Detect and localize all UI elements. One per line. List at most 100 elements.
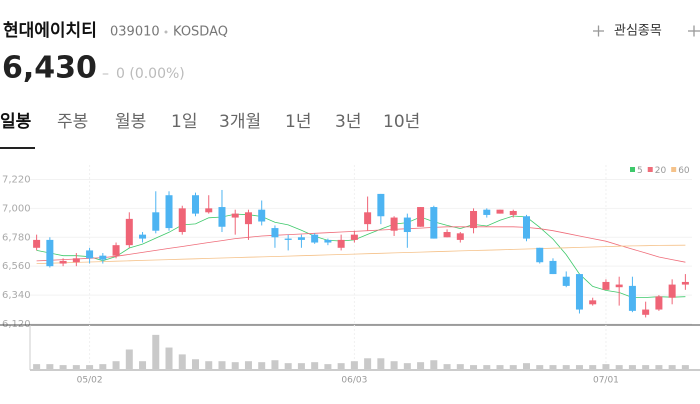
change-sign: – xyxy=(102,66,109,82)
volume-bar xyxy=(377,358,385,369)
candle-body xyxy=(297,237,305,240)
x-tick-label: 05/02 xyxy=(77,376,103,386)
candle-body xyxy=(178,208,186,233)
candle-body xyxy=(231,213,239,218)
volume-bar xyxy=(655,365,663,369)
volume-bar xyxy=(86,365,94,369)
candle-body xyxy=(324,239,332,243)
candle-body xyxy=(681,281,689,285)
tab[interactable]: 3년 xyxy=(335,112,361,132)
watch-label[interactable]: 관심종목 xyxy=(614,24,662,39)
candle-body xyxy=(483,209,491,215)
volume-bar xyxy=(139,361,147,369)
volume-bar xyxy=(337,363,345,369)
tab[interactable]: 3개월 xyxy=(219,112,261,132)
volume-bar xyxy=(390,361,398,369)
candle-body xyxy=(350,234,358,240)
candle-body xyxy=(258,209,266,222)
candle-body xyxy=(470,210,478,229)
candle-body xyxy=(125,218,133,246)
tab[interactable]: 10년 xyxy=(383,112,420,132)
candle-body xyxy=(655,296,663,310)
volume-bar xyxy=(33,364,41,369)
separator xyxy=(164,30,168,34)
stock-code: 039010 xyxy=(110,25,160,40)
volume-bar xyxy=(72,365,80,369)
candle-body xyxy=(602,281,610,290)
volume-bar xyxy=(509,365,517,369)
legend-label: 5 xyxy=(637,166,643,176)
tabs: 일봉 주봉 월봉 1일 3개월 1년 3년 10년 xyxy=(0,112,420,132)
volume-bar xyxy=(350,361,358,369)
x-tick-label: 07/01 xyxy=(593,376,619,386)
volume-bar xyxy=(417,362,425,369)
y-tick-label: 6,780 xyxy=(2,232,31,243)
volume-bar xyxy=(562,365,570,369)
candle-body xyxy=(403,217,411,233)
market: KOSDAQ xyxy=(173,25,228,40)
candle-body xyxy=(390,217,398,231)
moving-average xyxy=(36,213,686,298)
candle-body xyxy=(205,208,213,213)
tab[interactable]: 1년 xyxy=(285,112,311,132)
legend-swatch xyxy=(630,167,635,172)
candle-body xyxy=(86,250,94,259)
stock-name: 현대에이치티 xyxy=(3,21,97,41)
legend-swatch xyxy=(647,167,653,172)
volume-bar xyxy=(125,349,133,369)
volume-bar xyxy=(681,365,689,369)
legend-label: 20 xyxy=(655,166,667,176)
candle-body xyxy=(33,239,41,248)
tab[interactable]: 일봉 xyxy=(0,112,32,132)
moving-average xyxy=(36,226,686,263)
volume-bar xyxy=(668,365,676,369)
watch-button[interactable]: 관심종목 xyxy=(593,24,662,39)
volume-bar xyxy=(364,358,372,369)
candle-body xyxy=(337,239,345,248)
candle-body xyxy=(668,284,676,298)
volume-bar xyxy=(523,363,530,369)
candle-body xyxy=(271,228,279,238)
volume-bar xyxy=(430,360,438,369)
tab[interactable]: 주봉 xyxy=(57,112,88,132)
candle-body xyxy=(139,234,147,239)
current-price: 6,430 xyxy=(2,51,97,86)
volume-bar xyxy=(443,364,451,369)
legend-swatch xyxy=(671,167,677,172)
candle-body xyxy=(112,245,120,256)
candle-body xyxy=(509,210,517,215)
candle-body xyxy=(523,216,530,239)
volume-bar xyxy=(403,363,411,369)
volume-bar xyxy=(192,359,199,369)
candle-body xyxy=(628,285,636,311)
candle-body xyxy=(456,233,464,240)
volume-bar xyxy=(549,365,557,369)
volume-bar xyxy=(628,365,636,369)
candle-body xyxy=(165,195,173,229)
legend-label: 60 xyxy=(678,166,690,176)
change: 0 (0.00%) xyxy=(116,66,185,82)
y-tick-label: 7,220 xyxy=(2,174,31,185)
candle-body xyxy=(575,274,583,310)
volume-bar xyxy=(602,364,610,369)
candle-body xyxy=(549,260,557,275)
volume-bar xyxy=(165,347,173,369)
volume-bar xyxy=(231,362,239,369)
candle-body xyxy=(417,207,425,227)
volume-bar xyxy=(536,365,544,369)
volume-bar xyxy=(46,364,54,369)
candle-body xyxy=(430,207,438,239)
candle-body xyxy=(311,234,319,243)
candle-body xyxy=(59,260,67,264)
tab[interactable]: 월봉 xyxy=(115,112,146,132)
candle-body xyxy=(244,212,252,225)
tab[interactable]: 1일 xyxy=(171,112,197,132)
candle-body xyxy=(377,193,385,217)
candle-body xyxy=(218,207,226,227)
volume-bar xyxy=(575,365,583,369)
volume-bar xyxy=(178,354,186,369)
candle-body xyxy=(589,300,597,305)
volume-bar xyxy=(615,365,623,369)
